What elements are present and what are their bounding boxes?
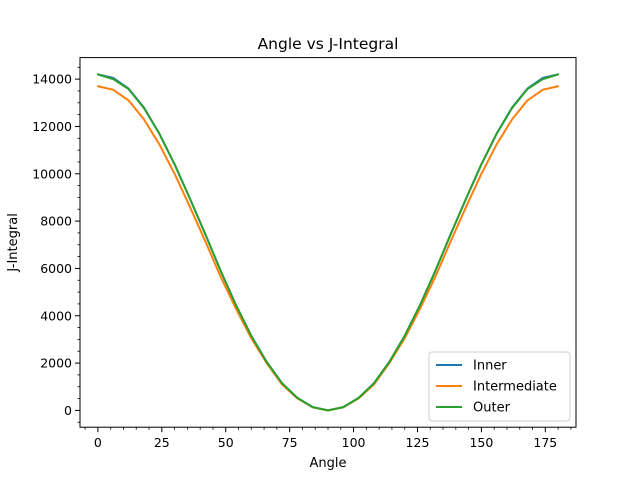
x-tick-label: 75 (282, 435, 298, 450)
plot-area (79, 57, 577, 428)
x-tick-label: 25 (154, 435, 170, 450)
legend-label: Intermediate (473, 380, 557, 395)
legend-label: Inner (473, 359, 507, 374)
y-tick-label: 4000 (40, 308, 72, 323)
x-tick-label: 125 (406, 435, 430, 450)
chart-title: Angle vs J-Integral (258, 35, 399, 53)
y-tick-label: 0 (64, 403, 72, 418)
legend-box (428, 351, 571, 422)
x-tick-label: 100 (342, 435, 366, 450)
series-line-outer (96, 73, 560, 412)
y-tick-label: 6000 (40, 261, 72, 276)
y-tick-label: 10000 (32, 166, 72, 181)
y-tick-label: 14000 (32, 72, 72, 87)
x-axis-label: Angle (310, 456, 347, 471)
y-axis: 0 2000 4000 6000 8000 10000 12000 14000 (32, 66, 80, 423)
x-tick-label: 150 (469, 435, 493, 450)
x-tick-label: 50 (218, 435, 234, 450)
y-tick-label: 2000 (40, 356, 72, 371)
y-axis-label: J-Integral (6, 213, 21, 272)
x-axis: 0 25 50 75 100 125 150 175 (84, 427, 572, 450)
legend-label: Outer (473, 401, 511, 416)
x-tick-label: 0 (94, 435, 102, 450)
legend: Inner Intermediate Outer (428, 351, 571, 422)
series-layer (96, 73, 560, 412)
y-tick-label: 8000 (40, 214, 72, 229)
y-tick-label: 12000 (32, 119, 72, 134)
x-tick-label: 175 (533, 435, 557, 450)
